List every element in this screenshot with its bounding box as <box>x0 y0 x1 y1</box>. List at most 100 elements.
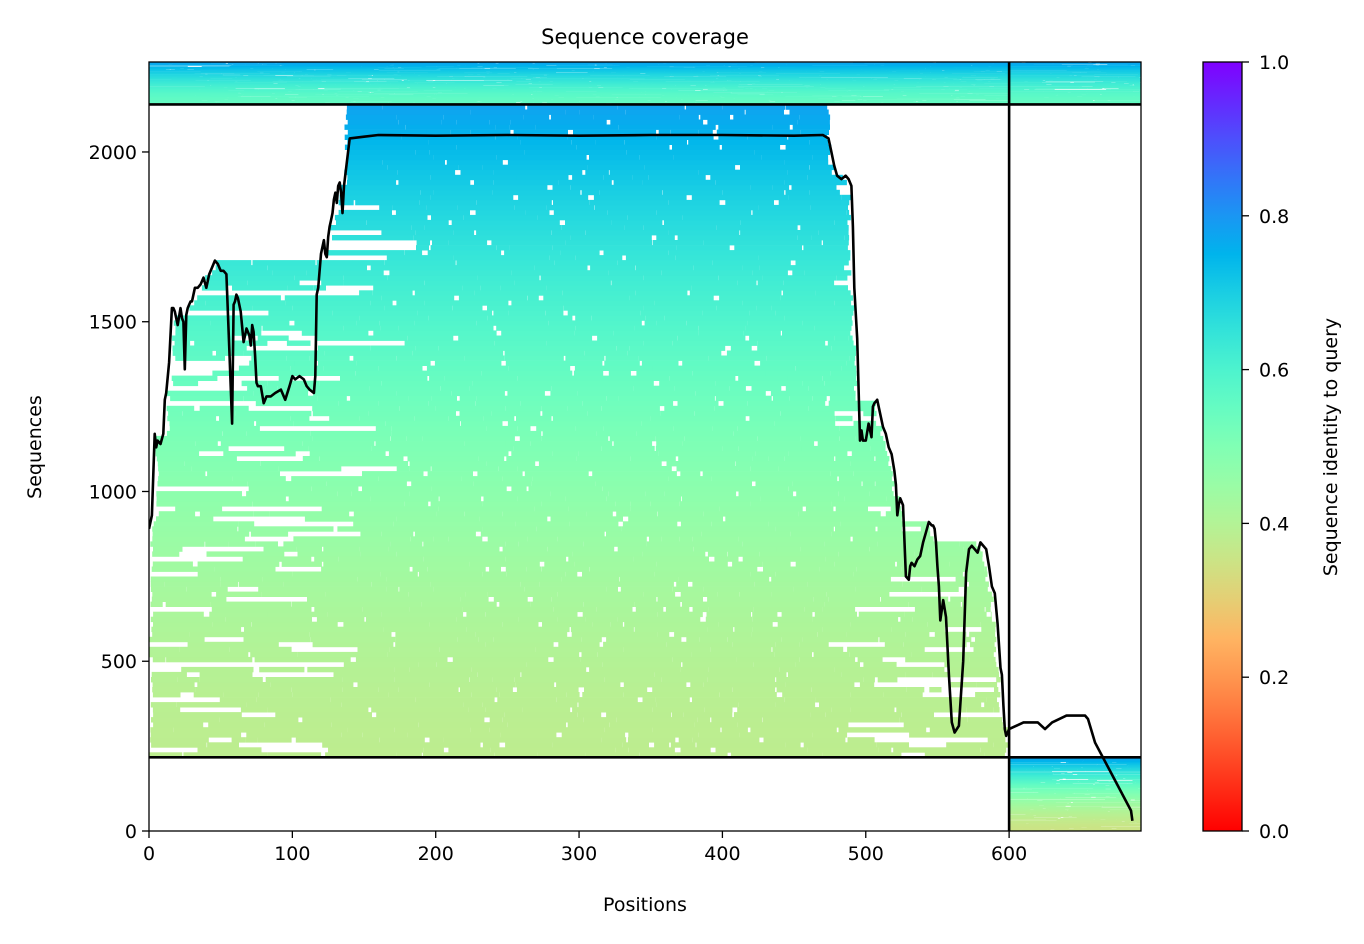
heatmap-cell <box>1009 765 1066 767</box>
heatmap-cell <box>243 636 311 643</box>
heatmap-cell <box>691 109 745 115</box>
heatmap-cell <box>189 631 224 638</box>
heatmap-cell <box>596 64 615 66</box>
heatmap-cell <box>1043 91 1087 92</box>
heatmap-cell <box>511 270 545 276</box>
heatmap-cell <box>579 109 607 115</box>
heatmap-cell <box>686 320 748 326</box>
heatmap-cell <box>550 491 609 497</box>
heatmap-cell <box>435 405 506 412</box>
heatmap-cell <box>499 692 567 698</box>
heatmap-cell <box>293 420 386 427</box>
heatmap-cell <box>1135 781 1141 783</box>
heatmap-cell <box>682 360 755 366</box>
heatmap-cell <box>1056 819 1077 821</box>
heatmap-cell <box>666 70 735 72</box>
heatmap-cell <box>704 707 733 713</box>
heatmap-cell <box>451 68 482 70</box>
heatmap-cell <box>528 305 564 311</box>
heatmap-cell <box>645 491 665 497</box>
heatmap-cell <box>657 611 703 618</box>
heatmap-cell <box>859 682 875 688</box>
heatmap-cell <box>205 275 295 281</box>
heatmap-cell <box>482 742 500 748</box>
heatmap-cell <box>330 225 412 231</box>
heatmap-cell <box>838 551 915 557</box>
heatmap-cell <box>778 199 841 206</box>
heatmap-cell <box>370 345 416 351</box>
heatmap-cell <box>797 235 812 241</box>
heatmap-cell <box>1109 795 1141 797</box>
heatmap-cell <box>1009 781 1041 783</box>
chart-title: Sequence coverage <box>541 25 749 49</box>
heatmap-cell <box>424 280 515 286</box>
y-tick-label: 1000 <box>89 481 137 503</box>
heatmap-cell <box>394 677 470 683</box>
heatmap-block-chain_1_paired_top <box>149 62 1010 105</box>
heatmap-cell <box>324 88 370 89</box>
heatmap-cell <box>643 591 676 597</box>
heatmap-cell <box>429 149 525 155</box>
heatmap-cell <box>909 732 1004 738</box>
heatmap-cell <box>462 606 554 613</box>
heatmap-cell <box>505 742 553 748</box>
heatmap-cell <box>1089 829 1110 831</box>
heatmap-cell <box>1022 827 1100 829</box>
heatmap-cell <box>1009 783 1056 785</box>
heatmap-cell <box>894 571 963 577</box>
heatmap-cell <box>292 305 385 311</box>
heatmap-cell <box>980 621 996 628</box>
heatmap-cell <box>715 179 785 186</box>
heatmap-cell <box>599 189 663 196</box>
heatmap-cell <box>396 752 422 758</box>
colorbar-tick-label: 0.0 <box>1259 821 1289 843</box>
heatmap-cell <box>595 481 672 487</box>
heatmap-cell <box>713 80 741 82</box>
heatmap-cell <box>621 526 682 532</box>
heatmap-cell <box>476 320 549 326</box>
heatmap-cell <box>548 320 642 326</box>
heatmap-cell <box>307 596 388 602</box>
heatmap-cell <box>799 114 831 120</box>
heatmap-cell <box>556 697 638 703</box>
heatmap-cell <box>247 280 300 286</box>
heatmap-cell <box>280 96 296 98</box>
heatmap-cell <box>682 661 723 668</box>
heatmap-cell <box>493 179 559 186</box>
heatmap-cell <box>1009 773 1062 775</box>
heatmap-cell <box>471 692 500 698</box>
heatmap-cell <box>585 752 640 758</box>
heatmap-cell <box>507 420 556 427</box>
heatmap-cell <box>1009 810 1057 812</box>
heatmap-cell <box>486 425 518 432</box>
heatmap-cell <box>665 606 690 613</box>
heatmap-cell <box>1090 821 1140 823</box>
heatmap-cell <box>645 90 725 92</box>
heatmap-cell <box>166 430 223 437</box>
heatmap-cell <box>1024 802 1106 804</box>
heatmap-cell <box>1090 762 1141 764</box>
heatmap-cell <box>799 95 863 97</box>
heatmap-cell <box>149 74 163 76</box>
heatmap-cell <box>495 124 510 130</box>
heatmap-cell <box>712 425 738 432</box>
heatmap-cell <box>792 481 862 487</box>
heatmap-cell <box>794 65 850 67</box>
heatmap-cell <box>782 290 816 296</box>
heatmap-cell <box>327 611 382 618</box>
heatmap-cell <box>571 631 658 638</box>
heatmap-cell <box>1109 785 1141 787</box>
heatmap-cell <box>775 571 854 577</box>
heatmap-cell <box>352 586 371 592</box>
heatmap-cell <box>772 646 844 653</box>
heatmap-cell <box>552 184 571 191</box>
heatmap-cell <box>246 702 342 708</box>
heatmap-cell <box>250 727 348 733</box>
heatmap-cell <box>546 204 567 211</box>
heatmap-cell <box>199 405 249 412</box>
heatmap-cell <box>677 707 705 713</box>
heatmap-cell <box>459 410 492 417</box>
heatmap-cell <box>424 225 522 231</box>
heatmap-cell <box>624 139 687 145</box>
